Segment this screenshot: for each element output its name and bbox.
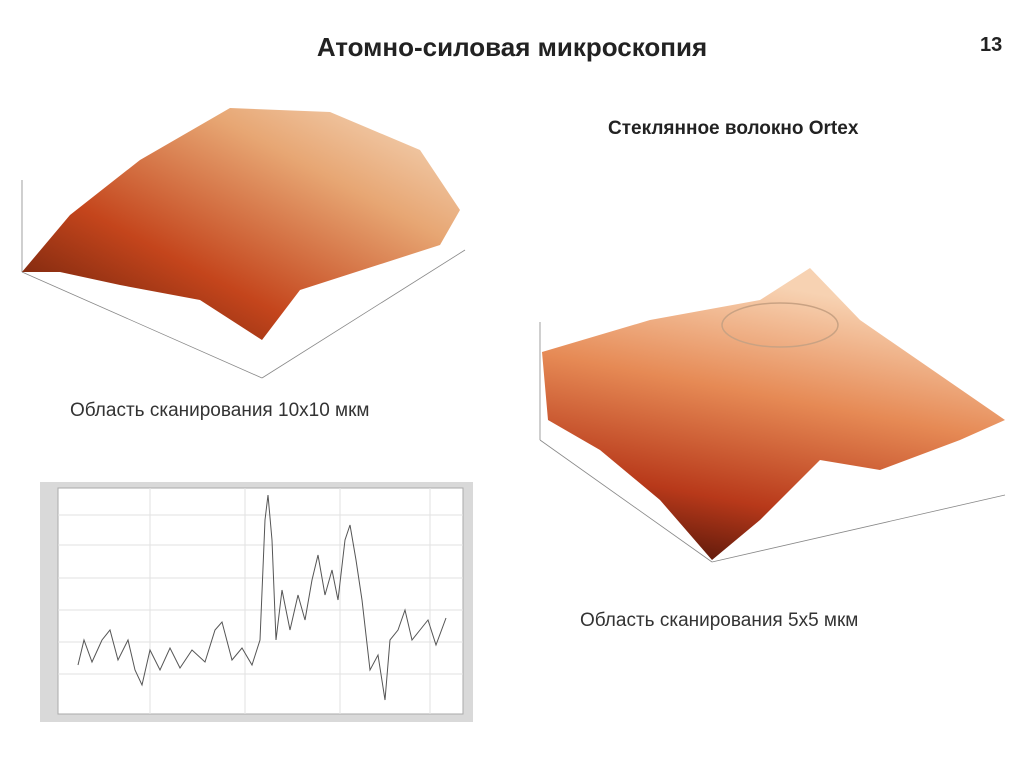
figure-title: Стеклянное волокно Ortex [608,118,859,139]
caption: Область сканирования 5x5 мкм [580,610,859,631]
slide-title: Атомно-силовая микроскопия [316,32,708,62]
afm-surface-10x10 [21,108,466,379]
page-number: 13 [980,34,1003,56]
caption: Область сканирования 10x10 мкм [70,400,370,421]
height-profile [40,482,473,722]
afm-surface-5x5 [539,268,1006,563]
